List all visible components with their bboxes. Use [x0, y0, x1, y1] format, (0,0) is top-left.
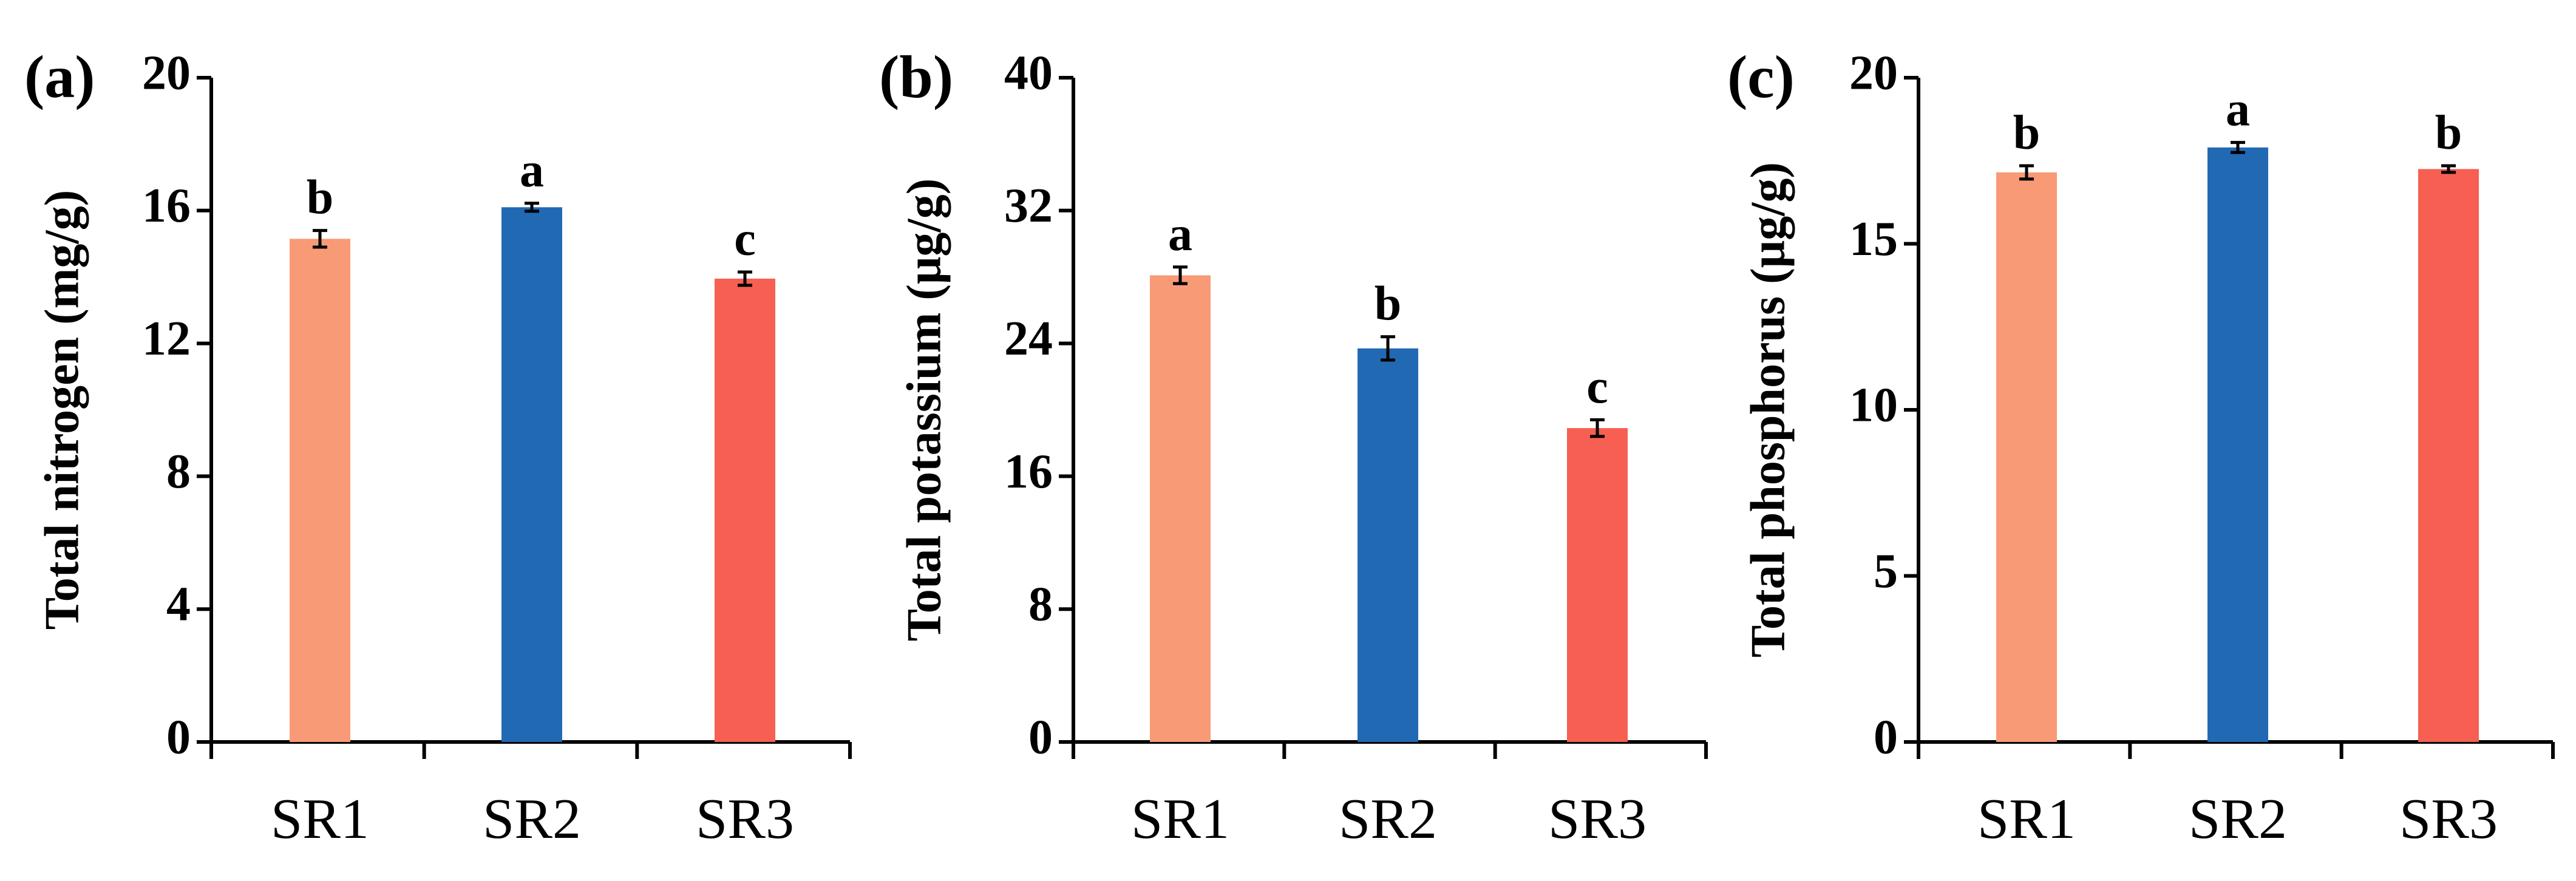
- y-tick-label: 0: [1028, 710, 1053, 764]
- y-tick-label: 20: [142, 46, 191, 100]
- significance-letter: a: [520, 144, 544, 197]
- panel-label: (a): [24, 43, 95, 111]
- y-tick-label: 32: [1004, 179, 1053, 233]
- x-category-label: SR1: [271, 787, 369, 851]
- bar-sr2: [501, 207, 562, 743]
- y-tick-label: 0: [166, 710, 191, 764]
- y-tick-label: 0: [1874, 710, 1898, 764]
- y-axis-title: Total nitrogen (mg/g): [35, 190, 89, 630]
- significance-letter: b: [2435, 106, 2462, 160]
- significance-letter: c: [1586, 360, 1608, 413]
- significance-letter: a: [1168, 208, 1192, 261]
- significance-letter: b: [1375, 277, 1402, 331]
- y-tick-label: 10: [1849, 378, 1898, 432]
- bar-sr2: [1358, 348, 1418, 742]
- y-tick-label: 5: [1874, 545, 1898, 598]
- bar-sr3: [1567, 428, 1628, 742]
- y-tick-label: 40: [1004, 46, 1053, 100]
- y-tick-label: 24: [1004, 312, 1053, 366]
- x-category-label: SR3: [1548, 787, 1647, 851]
- bar-sr3: [2418, 169, 2479, 742]
- y-tick-label: 8: [1028, 578, 1053, 631]
- y-axis-title: Total phosphorus (μg/g): [1741, 162, 1795, 658]
- x-category-label: SR3: [2399, 787, 2498, 851]
- x-category-label: SR2: [483, 787, 581, 851]
- significance-letter: c: [734, 213, 756, 266]
- x-category-label: SR2: [2189, 787, 2287, 851]
- y-tick-label: 12: [142, 312, 191, 366]
- x-category-label: SR1: [1131, 787, 1229, 851]
- y-axis-title: Total potassium (μg/g): [897, 179, 951, 642]
- y-tick-label: 20: [1849, 46, 1898, 100]
- significance-letter: a: [2226, 83, 2250, 137]
- x-category-label: SR1: [1977, 787, 2076, 851]
- bar-sr2: [2207, 147, 2268, 742]
- y-tick-label: 16: [142, 179, 191, 233]
- x-category-label: SR2: [1339, 787, 1437, 851]
- bar-sr1: [290, 239, 350, 742]
- panel-label: (b): [879, 43, 953, 111]
- y-tick-label: 8: [166, 445, 191, 498]
- panel-label: (c): [1727, 43, 1795, 111]
- significance-letter: b: [307, 171, 334, 225]
- y-tick-label: 4: [166, 578, 191, 631]
- x-category-label: SR3: [696, 787, 794, 851]
- bar-sr1: [1150, 275, 1211, 743]
- y-tick-label: 15: [1849, 213, 1898, 266]
- bar-sr3: [715, 278, 775, 742]
- bar-sr1: [1996, 172, 2057, 742]
- significance-letter: b: [2013, 106, 2041, 160]
- y-tick-label: 16: [1004, 445, 1053, 498]
